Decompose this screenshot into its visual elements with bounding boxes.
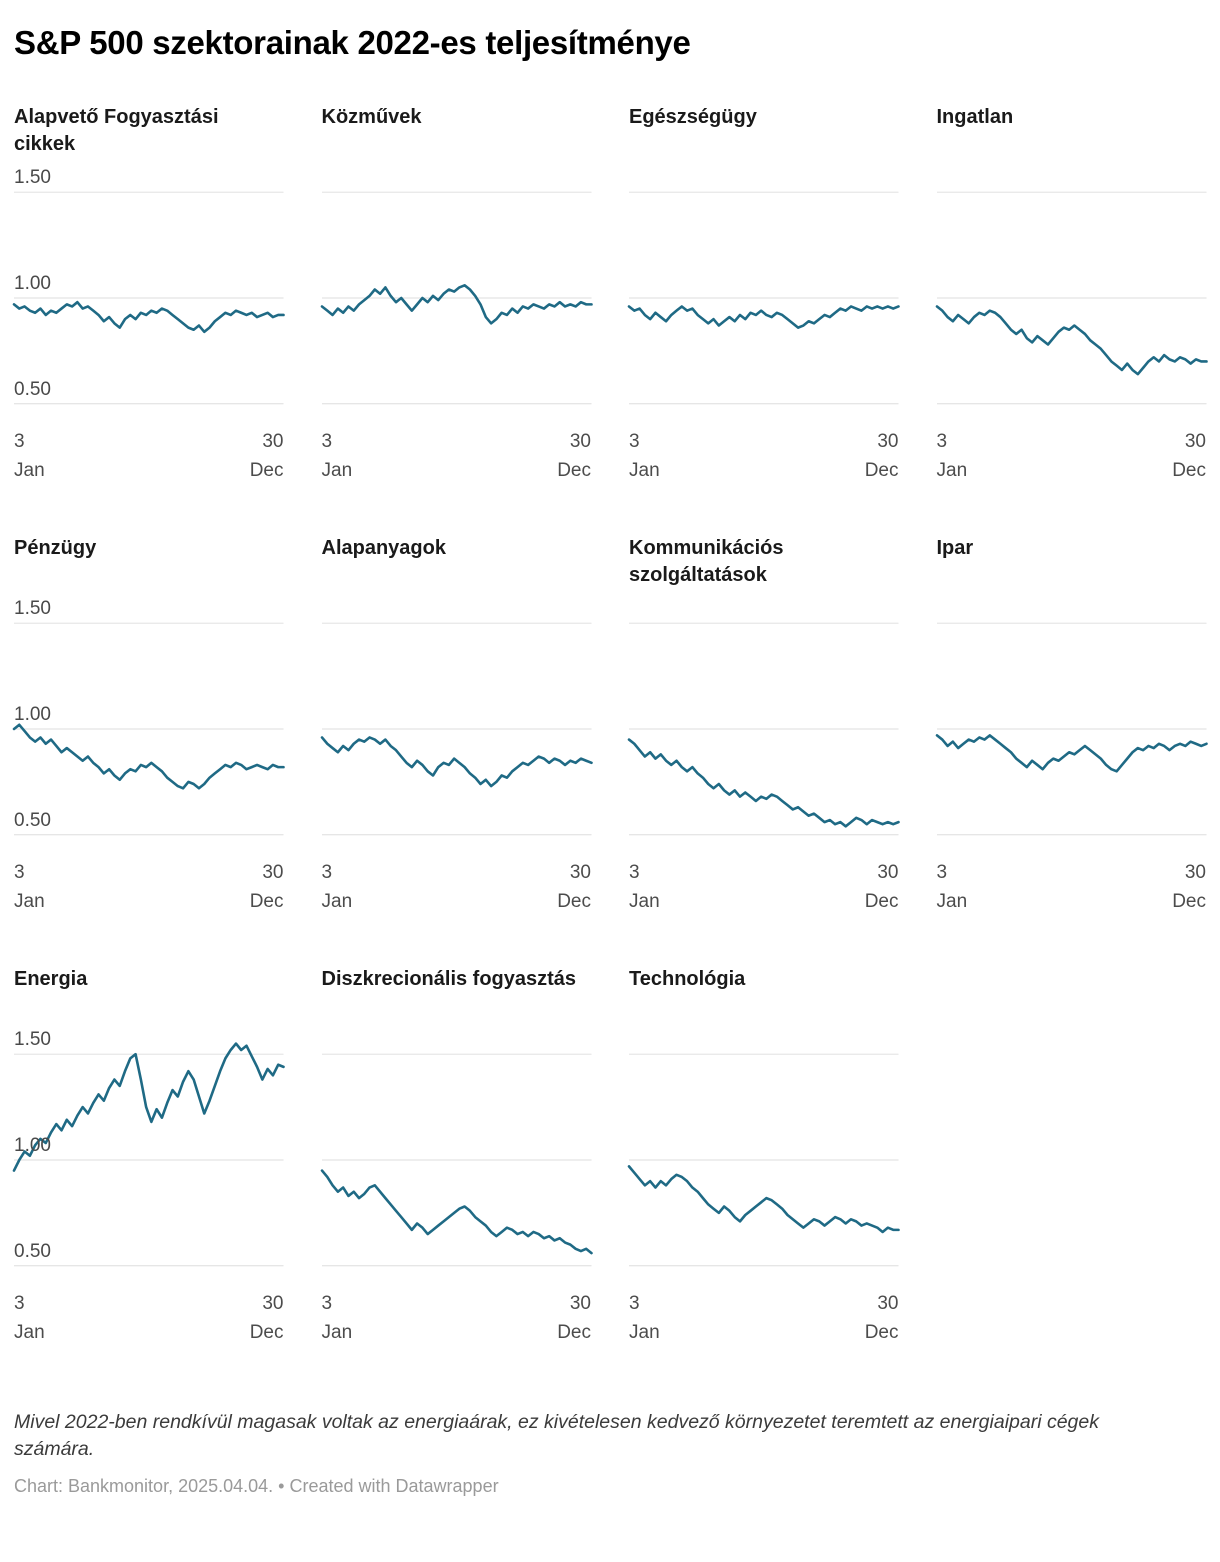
chart-panel-financials: Pénzügy 1.50 1.00 0.50 3 Jan 30 Dec (12, 535, 285, 916)
y-axis-label: 1.50 (14, 598, 51, 619)
x-tick-start: 3 Jan (629, 1293, 660, 1343)
panel-title: Ipar (936, 537, 974, 559)
line-chart (935, 599, 1208, 849)
x-tick-end: 30 Dec (864, 862, 899, 912)
chart-panel-materials: Alapanyagok 3 Jan 30 Dec (320, 535, 593, 916)
page-title: S&P 500 szektorainak 2022-es teljesítmén… (14, 24, 691, 61)
line-chart-svg (12, 1042, 285, 1267)
panel-title: Egészségügy (629, 106, 757, 128)
panel-title: Közművek (321, 106, 422, 128)
line-chart: 1.50 1.00 0.50 (12, 598, 285, 849)
x-tick-end: 30 Dec (864, 431, 899, 481)
x-axis: 3 Jan 30 Dec (322, 428, 592, 485)
x-tick-start: 3 Jan (321, 431, 353, 481)
y-axis-label: 1.00 (14, 273, 51, 294)
x-tick-end: 30 Dec (249, 1293, 284, 1343)
x-axis: 3 Jan 30 Dec (629, 1290, 899, 1347)
x-tick-end: 30 Dec (249, 431, 284, 481)
y-axis-label: 0.50 (14, 1241, 51, 1262)
y-axis-label: 1.00 (14, 704, 51, 725)
panel-title: Alapanyagok (321, 537, 446, 559)
y-axis-label: 0.50 (14, 810, 51, 831)
line-chart (627, 168, 900, 418)
x-tick-end: 30 Dec (1172, 862, 1206, 912)
x-axis: 3 Jan 30 Dec (14, 428, 284, 485)
x-tick-start: 3 Jan (936, 431, 968, 481)
x-tick-start: 3 Jan (14, 862, 45, 912)
line-chart-svg (935, 191, 1208, 405)
chart-panel-consumer-staples: Alapvető Fogyasztási cikkek 1.50 1.00 0.50… (12, 104, 285, 485)
x-axis: 3 Jan 30 Dec (14, 1290, 284, 1347)
y-axis-label: 1.00 (14, 1135, 51, 1156)
panel-title: Pénzügy (14, 537, 97, 559)
line-chart-svg (935, 622, 1208, 836)
x-axis: 3 Jan 30 Dec (322, 859, 592, 916)
chart-panel-health-care: Egészségügy 3 Jan 30 Dec (627, 104, 900, 485)
x-tick-start: 3 Jan (629, 431, 660, 481)
chart-panel-industrials: Ipar 3 Jan 30 Dec (935, 535, 1208, 916)
y-axis-label: 1.50 (14, 167, 51, 188)
x-tick-start: 3 Jan (14, 431, 45, 481)
x-axis: 3 Jan 30 Dec (629, 859, 899, 916)
panel-title: Alapvető Fogyasztási cikkek (14, 106, 219, 155)
panel-title: Energia (14, 968, 88, 990)
x-tick-end: 30 Dec (864, 1293, 899, 1343)
x-tick-end: 30 Dec (557, 862, 591, 912)
x-tick-start: 3 Jan (14, 1293, 45, 1343)
x-axis: 3 Jan 30 Dec (937, 428, 1207, 485)
line-chart (627, 599, 900, 849)
line-chart-svg (627, 191, 900, 405)
chart-panel-energy: Energia 1.50 1.00 0.50 3 Jan 30 Dec (12, 966, 285, 1347)
y-axis-label: 1.50 (14, 1029, 51, 1050)
line-chart-svg (320, 622, 593, 836)
chart-panel-communication-services: Kommunikációs szolgáltatások 3 Jan 30 Dec (627, 535, 900, 916)
x-tick-end: 30 Dec (1172, 431, 1206, 481)
chart-panel-consumer-discretionary: Diszkrecionális fogyasztás 3 Jan 30 Dec (320, 966, 593, 1347)
chart-panel-real-estate: Ingatlan 3 Jan 30 Dec (935, 104, 1208, 485)
line-chart-svg (12, 622, 285, 836)
line-chart (320, 1030, 593, 1280)
x-tick-start: 3 Jan (321, 1293, 353, 1343)
line-chart-svg (627, 622, 900, 836)
small-multiples-grid: Alapvető Fogyasztási cikkek 1.50 1.00 0.50… (12, 104, 1208, 1347)
panel-title: Ingatlan (936, 106, 1014, 128)
footnote: Mivel 2022-ben rendkívül magasak voltak … (14, 1411, 1100, 1461)
line-chart (320, 168, 593, 418)
x-axis: 3 Jan 30 Dec (14, 859, 284, 916)
x-tick-end: 30 Dec (557, 431, 591, 481)
line-chart-svg (320, 1053, 593, 1267)
y-axis-label: 0.50 (14, 379, 51, 400)
line-chart-svg (320, 191, 593, 405)
line-chart-svg (12, 191, 285, 405)
x-axis: 3 Jan 30 Dec (629, 428, 899, 485)
line-chart (320, 599, 593, 849)
x-axis: 3 Jan 30 Dec (937, 859, 1207, 916)
x-axis: 3 Jan 30 Dec (322, 1290, 592, 1347)
x-tick-end: 30 Dec (557, 1293, 591, 1343)
chart-panel-technology: Technológia 3 Jan 30 Dec (627, 966, 900, 1347)
line-chart (935, 168, 1208, 418)
line-chart-svg (627, 1053, 900, 1267)
x-tick-end: 30 Dec (249, 862, 284, 912)
x-tick-start: 3 Jan (936, 862, 968, 912)
x-tick-start: 3 Jan (321, 862, 353, 912)
credit-line: Chart: Bankmonitor, 2025.04.04. • Create… (14, 1475, 499, 1496)
chart-footer: Mivel 2022-ben rendkívül magasak voltak … (14, 1409, 1206, 1497)
line-chart: 1.50 1.00 0.50 (12, 1029, 285, 1280)
panel-title: Kommunikációs szolgáltatások (629, 537, 784, 586)
line-chart (627, 1030, 900, 1280)
chart-panel-utilities: Közművek 3 Jan 30 Dec (320, 104, 593, 485)
x-tick-start: 3 Jan (629, 862, 660, 912)
line-chart: 1.50 1.00 0.50 (12, 167, 285, 418)
panel-title: Diszkrecionális fogyasztás (321, 968, 577, 990)
panel-title: Technológia (629, 968, 746, 990)
